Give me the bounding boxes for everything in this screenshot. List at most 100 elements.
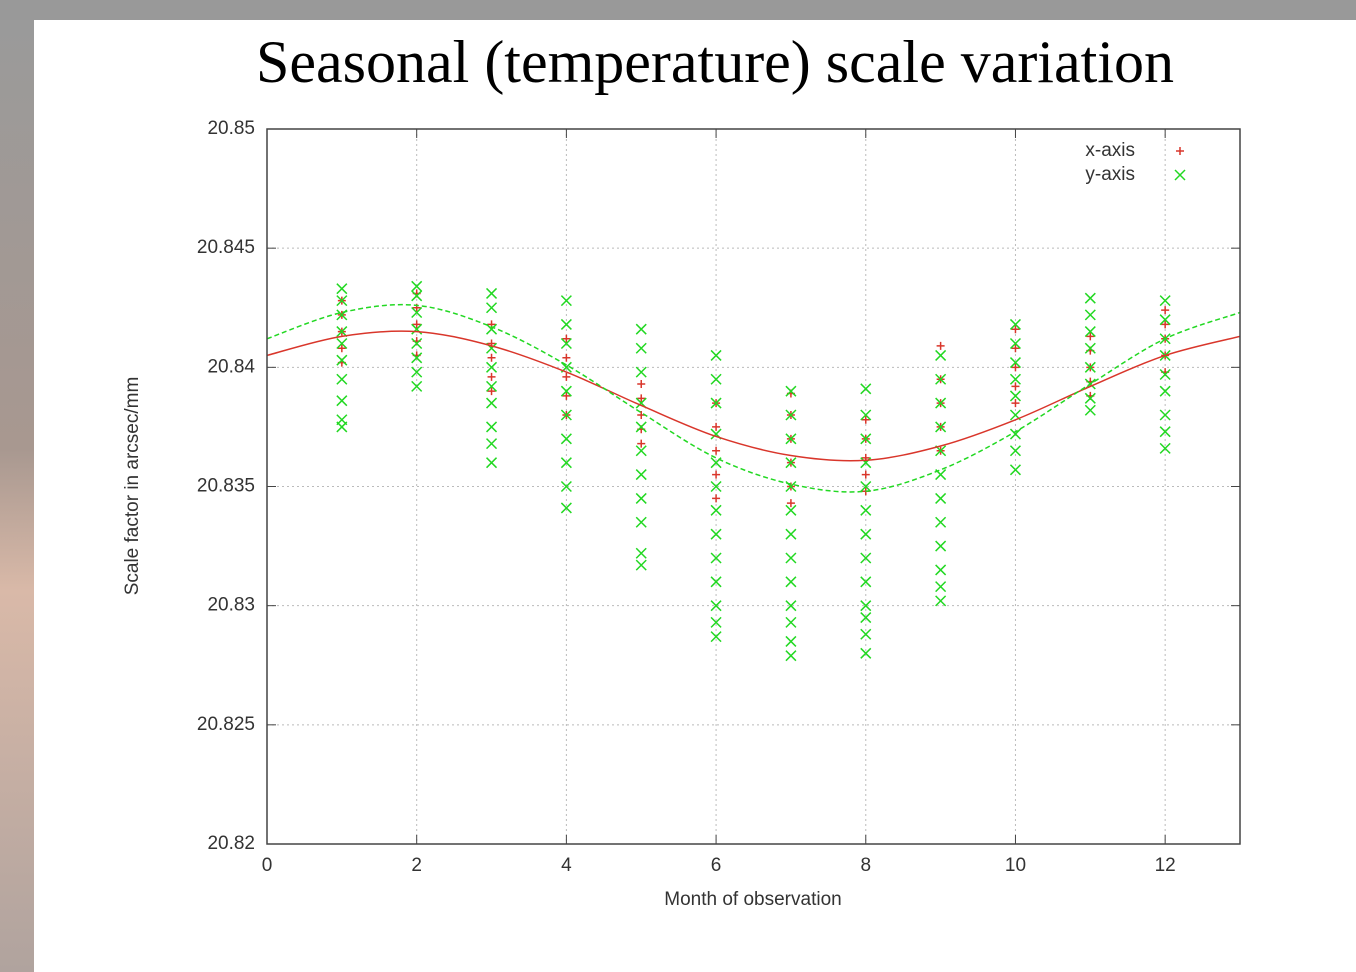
legend-marker bbox=[1176, 147, 1184, 155]
data-point bbox=[336, 354, 348, 366]
data-point bbox=[785, 528, 797, 540]
data-point bbox=[1159, 385, 1171, 397]
x-tick-label: 2 bbox=[411, 855, 422, 876]
data-point bbox=[1084, 361, 1096, 373]
data-point bbox=[710, 397, 722, 409]
data-point bbox=[785, 385, 797, 397]
data-point bbox=[860, 433, 872, 445]
side-image bbox=[0, 20, 34, 972]
y-axis-label: Scale factor in arcsec/mm bbox=[122, 377, 143, 596]
data-point bbox=[336, 295, 348, 307]
data-point bbox=[1159, 295, 1171, 307]
y-tick-label: 20.835 bbox=[197, 476, 255, 497]
data-point bbox=[786, 499, 795, 508]
data-point bbox=[710, 576, 722, 588]
data-point bbox=[860, 647, 872, 659]
data-point bbox=[935, 373, 947, 385]
data-point bbox=[487, 372, 496, 381]
data-point bbox=[710, 480, 722, 493]
data-point bbox=[486, 397, 498, 409]
data-point bbox=[411, 306, 423, 319]
data-point bbox=[411, 352, 423, 364]
data-point bbox=[562, 353, 571, 362]
data-point bbox=[411, 337, 423, 350]
data-point bbox=[637, 439, 646, 448]
data-point bbox=[1011, 363, 1020, 372]
data-point bbox=[486, 287, 498, 299]
data-point bbox=[860, 504, 872, 516]
y-tick-label: 20.85 bbox=[207, 118, 255, 139]
data-point bbox=[560, 409, 572, 421]
data-point bbox=[710, 616, 722, 628]
data-point bbox=[1084, 309, 1096, 321]
data-point bbox=[486, 380, 498, 392]
data-point bbox=[860, 409, 872, 421]
data-point bbox=[486, 323, 498, 335]
data-point bbox=[785, 504, 797, 516]
data-point bbox=[1011, 344, 1020, 353]
data-point bbox=[710, 600, 722, 612]
data-point bbox=[712, 470, 721, 479]
x-tick-label: 10 bbox=[1005, 855, 1026, 876]
data-point bbox=[1009, 357, 1021, 369]
y-tick-label: 20.82 bbox=[207, 833, 255, 854]
data-point bbox=[710, 552, 722, 564]
data-point bbox=[560, 480, 572, 493]
data-point bbox=[560, 337, 572, 350]
data-point bbox=[635, 492, 647, 504]
data-point bbox=[336, 283, 348, 295]
plot-frame bbox=[266, 128, 1241, 845]
legend-label: y-axis bbox=[1085, 164, 1135, 185]
data-point bbox=[785, 457, 797, 469]
data-point bbox=[562, 391, 571, 400]
data-point bbox=[935, 595, 947, 607]
data-point bbox=[637, 380, 646, 389]
data-point bbox=[712, 422, 721, 431]
data-point bbox=[487, 387, 496, 396]
x-tick-label: 0 bbox=[262, 855, 273, 876]
data-point bbox=[935, 540, 947, 552]
data-point bbox=[785, 600, 797, 612]
data-point bbox=[860, 628, 872, 640]
legend-label: x-axis bbox=[1085, 140, 1135, 161]
data-point bbox=[1084, 292, 1096, 304]
data-point bbox=[785, 433, 797, 445]
x-tick-label: 12 bbox=[1155, 855, 1176, 876]
data-point bbox=[487, 353, 496, 362]
data-point bbox=[1161, 320, 1170, 329]
data-point bbox=[411, 380, 423, 392]
data-point bbox=[336, 421, 348, 433]
data-point bbox=[935, 349, 947, 361]
fit-curve bbox=[267, 303, 1240, 493]
data-point bbox=[560, 433, 572, 445]
data-point bbox=[710, 373, 722, 385]
data-point bbox=[1009, 428, 1021, 440]
data-point bbox=[712, 494, 721, 503]
data-point bbox=[1009, 390, 1021, 402]
data-point bbox=[1086, 332, 1095, 341]
data-point bbox=[1009, 318, 1021, 330]
data-point bbox=[336, 326, 348, 338]
data-point bbox=[1084, 392, 1096, 404]
data-point bbox=[1009, 445, 1021, 457]
data-point bbox=[635, 366, 647, 378]
data-point bbox=[712, 446, 721, 455]
data-point bbox=[1159, 368, 1171, 381]
data-point bbox=[935, 397, 947, 409]
data-point bbox=[1011, 325, 1020, 334]
data-point bbox=[935, 564, 947, 576]
data-point bbox=[785, 552, 797, 564]
data-point bbox=[1084, 342, 1096, 354]
fit-curve bbox=[267, 330, 1240, 462]
data-point bbox=[785, 650, 797, 662]
x-tick-label: 4 bbox=[561, 855, 572, 876]
y-tick-label: 20.83 bbox=[207, 595, 255, 616]
data-point bbox=[635, 559, 647, 571]
data-point bbox=[1084, 326, 1096, 338]
x-tick-label: 8 bbox=[860, 855, 871, 876]
data-point bbox=[935, 581, 947, 593]
data-point bbox=[935, 421, 947, 433]
data-point bbox=[635, 516, 647, 528]
